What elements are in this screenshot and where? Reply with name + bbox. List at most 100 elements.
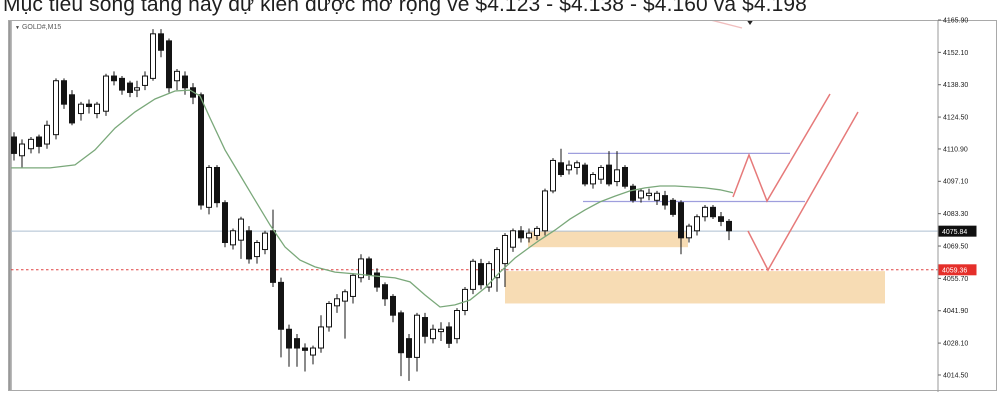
candle-body: [246, 230, 252, 260]
candle-body: [702, 206, 708, 218]
chart-left-border: [9, 21, 12, 390]
candle-body: [254, 242, 260, 258]
faint-trendline: [711, 21, 743, 29]
candle-body: [670, 199, 676, 215]
supply-demand-zone: [505, 271, 885, 304]
supply-demand-zone: [528, 231, 688, 248]
candle-body: [36, 136, 42, 147]
candle-body: [390, 295, 396, 316]
candle-body: [119, 77, 125, 91]
current-price-tag-text: 4075.84: [942, 229, 967, 236]
alert-price-tag-text: 4059.36: [942, 267, 967, 274]
candle-body: [382, 284, 388, 300]
candle-body: [574, 162, 580, 168]
candle-body: [111, 75, 117, 82]
candle-body: [94, 103, 100, 115]
candle-body: [646, 192, 652, 197]
candle-body: [270, 230, 276, 283]
candle-body: [318, 326, 324, 349]
axis-tick-label: 4152.10: [943, 50, 968, 57]
candle-body: [11, 136, 17, 154]
candle-body: [510, 230, 516, 248]
down-arrow-marker: [747, 21, 753, 25]
candle-body: [542, 190, 548, 232]
candle-body: [462, 288, 468, 312]
candle-body: [678, 202, 684, 239]
candle-body: [174, 70, 180, 82]
candle-body: [230, 230, 236, 246]
symbol-timeframe-text: GOLD#,M15: [21, 24, 62, 31]
candle-body: [166, 40, 172, 89]
candle-body: [446, 326, 452, 344]
candle-body: [278, 281, 284, 330]
candle-body: [502, 234, 508, 265]
axis-tick-label: 4138.30: [943, 82, 968, 89]
candle-body: [486, 263, 492, 288]
candle-body: [590, 174, 596, 185]
candle-body: [28, 138, 34, 150]
candle-body: [198, 94, 204, 206]
candle-body: [550, 159, 556, 192]
candle-body: [494, 249, 500, 279]
candle-body: [214, 166, 220, 204]
candle-body: [430, 328, 436, 340]
candle-body: [582, 164, 588, 185]
axis-tick-label: 4110.90: [943, 146, 968, 153]
candle-body: [366, 258, 372, 276]
candle-body: [238, 218, 244, 241]
candle-body: [478, 263, 484, 286]
axis-tick-label: 4083.30: [943, 211, 968, 218]
axis-tick-label: 4165.90: [943, 17, 968, 24]
symbol-timeframe-label[interactable]: ▼ GOLD#,M15: [15, 24, 61, 31]
candle-body: [182, 75, 188, 89]
candle-body: [662, 195, 668, 206]
candle-body: [526, 232, 532, 239]
candle-body: [78, 103, 84, 115]
candle-body: [518, 230, 524, 239]
candle-body: [374, 272, 380, 288]
candle-body: [558, 162, 564, 176]
bullish-zigzag-upper: [732, 93, 831, 203]
candle-body: [358, 258, 364, 279]
chart-window: ▼ GOLD#,M15: [8, 20, 997, 391]
candle-body: [206, 166, 212, 208]
current-price-tag: [938, 225, 977, 237]
candle-body: [302, 347, 308, 351]
axis-tick-label: 4069.50: [943, 243, 968, 250]
axis-tick-label: 4041.90: [943, 308, 968, 315]
chevron-down-icon[interactable]: ▼: [15, 24, 20, 31]
candle-body: [710, 206, 716, 218]
candle-body: [406, 338, 412, 358]
moving-average-line: [11, 89, 734, 308]
alert-price-tag: [938, 264, 977, 276]
candle-body: [69, 94, 75, 124]
candle-body: [61, 80, 67, 105]
candle-body: [53, 80, 59, 136]
candle-body: [103, 75, 109, 112]
candle-body: [44, 124, 50, 145]
candle-body: [310, 347, 316, 356]
candle-body: [694, 216, 700, 232]
candle-body: [294, 338, 300, 349]
candle-body: [686, 225, 692, 239]
candle-body: [598, 166, 604, 180]
candle-body: [350, 274, 356, 297]
axis-tick-label: 4097.10: [943, 179, 968, 186]
candle-body: [422, 317, 428, 337]
chart-title: Mục tiêu sóng tăng này dự kiến được mở r…: [3, 0, 807, 16]
candle-body: [150, 33, 156, 79]
candle-body: [326, 302, 332, 328]
candle-body: [454, 310, 460, 340]
axis-tick-label: 4055.70: [943, 276, 968, 283]
candle-body: [614, 169, 620, 183]
candle-body: [438, 328, 444, 333]
candle-body: [718, 216, 724, 222]
candle-body: [534, 227, 540, 236]
candle-body: [142, 75, 148, 86]
candle-body: [334, 298, 340, 307]
price-axis[interactable]: 4165.90 4152.10 4138.30 4124.50 4110.90 4097.…: [937, 17, 977, 392]
axis-tick-label: 4124.50: [943, 114, 968, 121]
candle-body: [398, 312, 404, 354]
